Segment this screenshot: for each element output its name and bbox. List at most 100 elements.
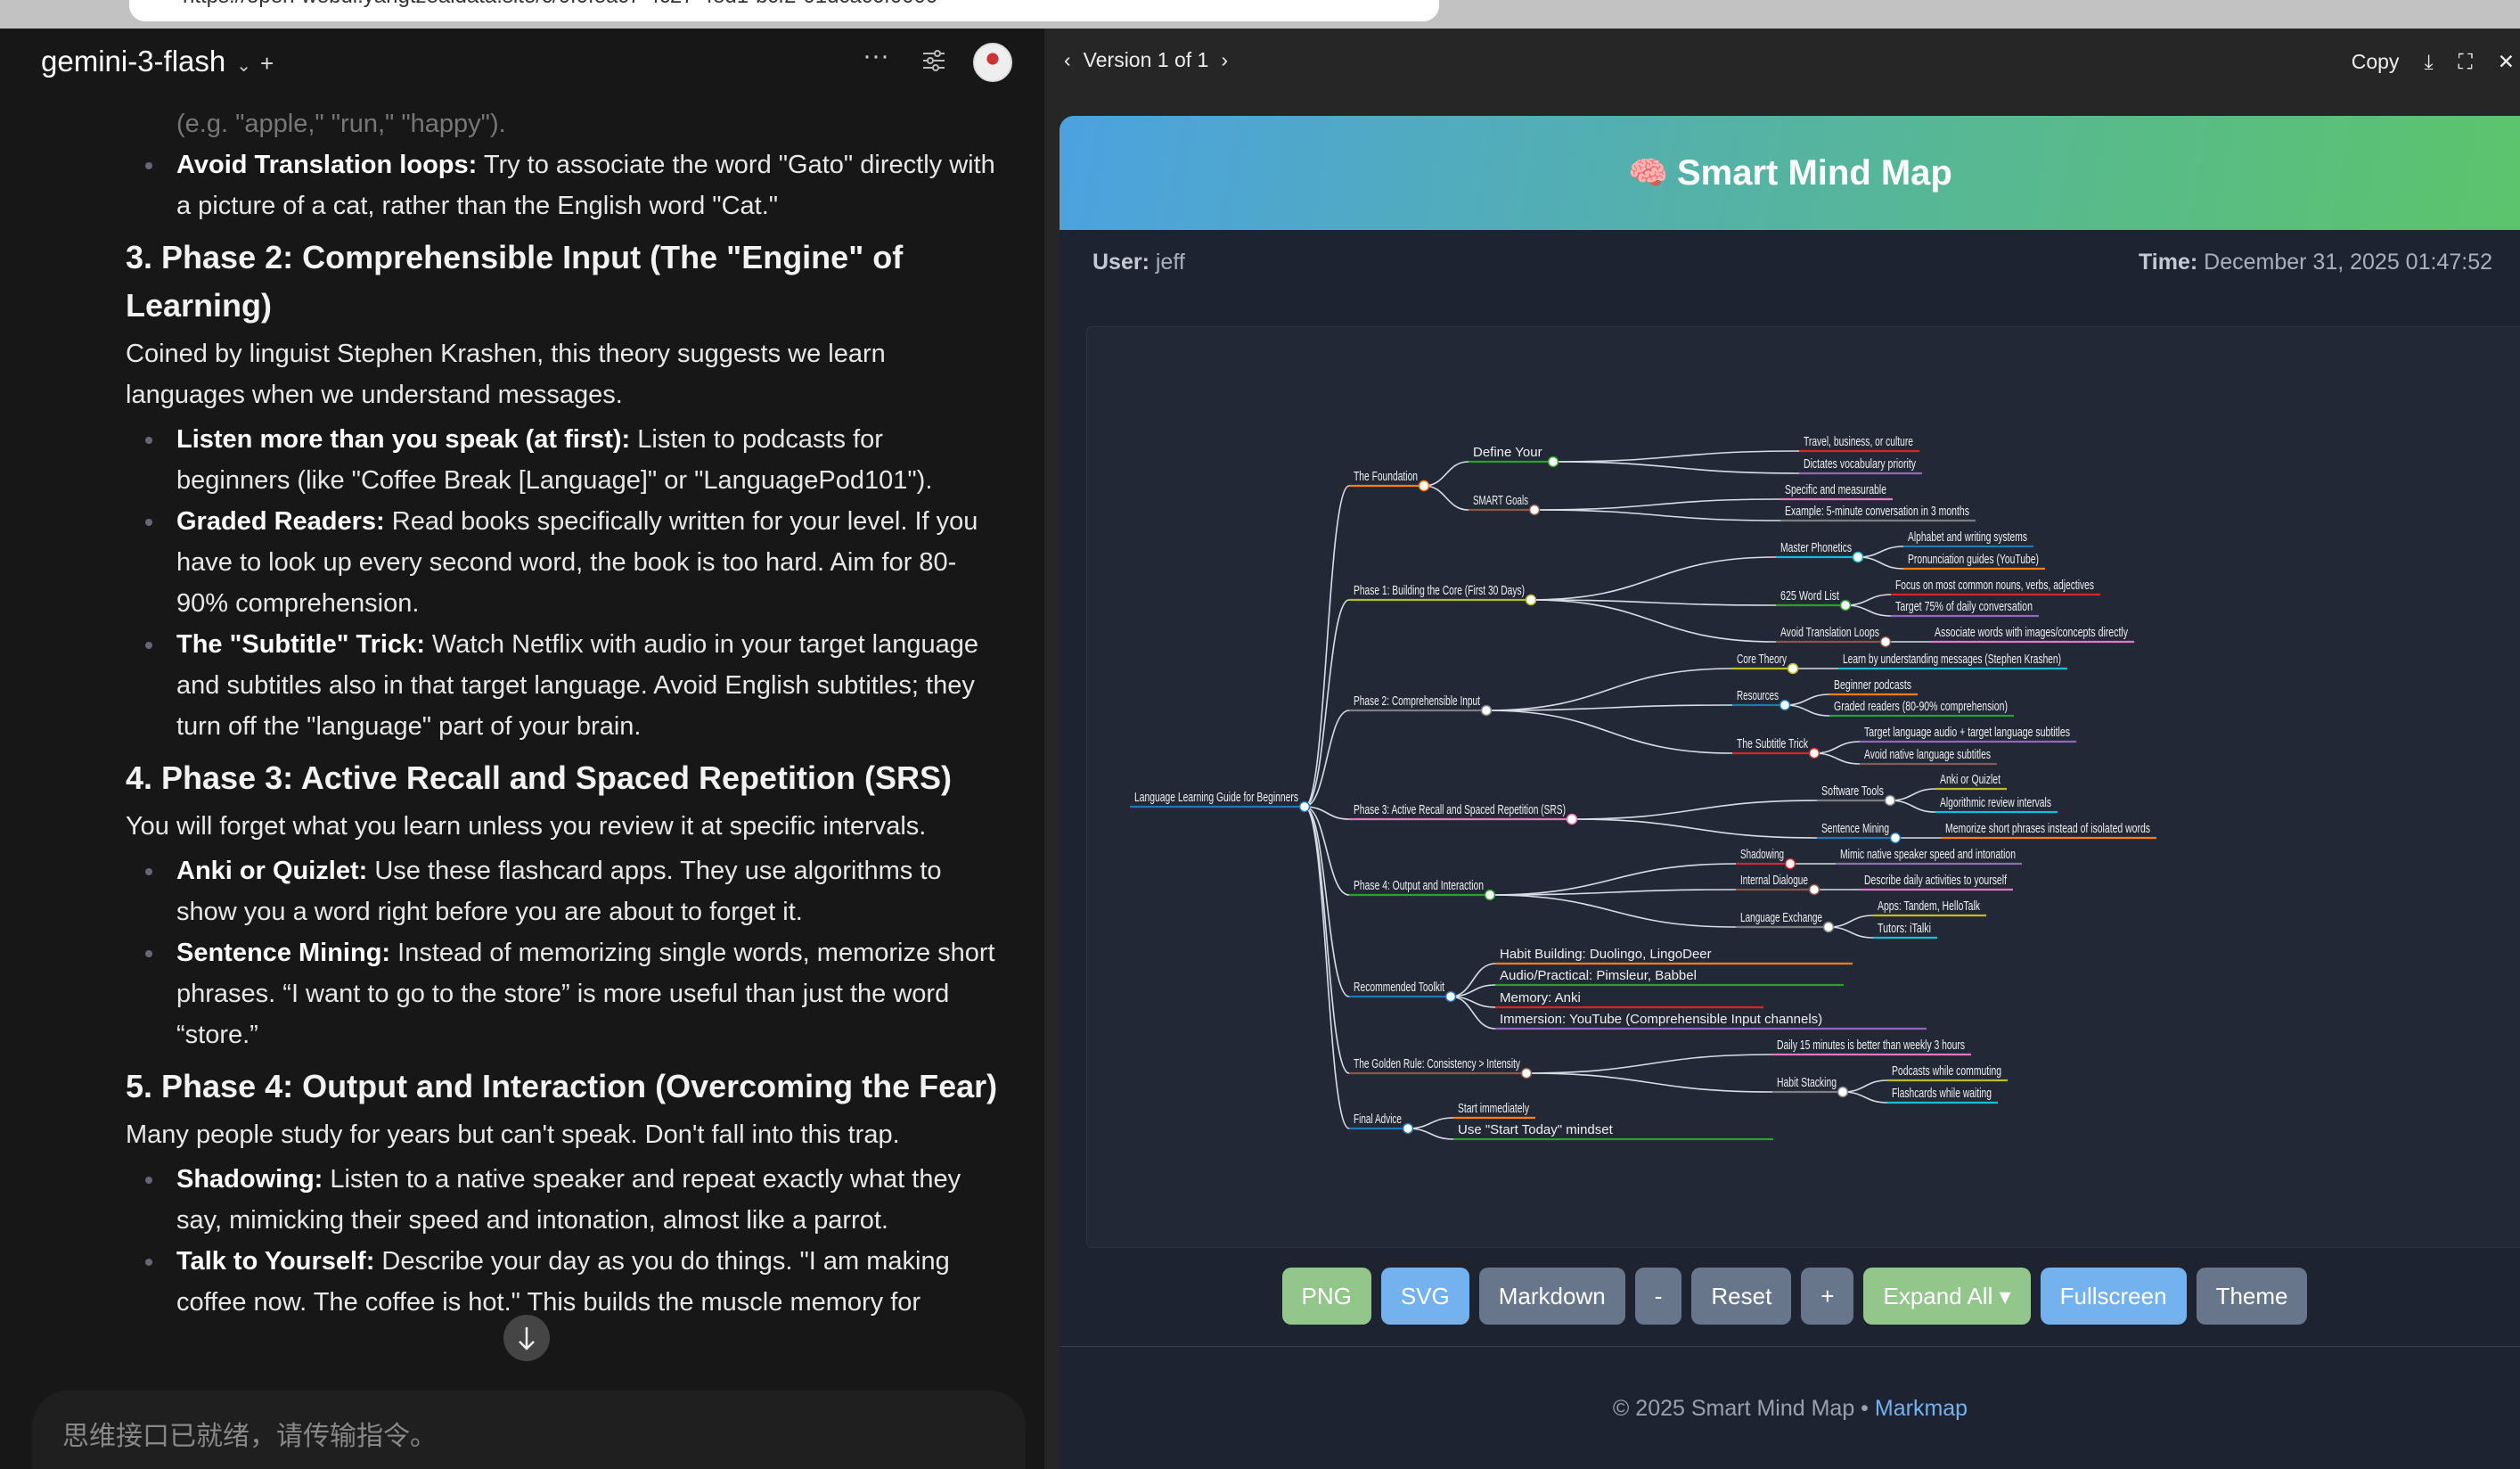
mindmap-node-label[interactable]: Specific and measurable [1785, 482, 1886, 497]
mindmap-collapse-toggle[interactable] [1879, 636, 1892, 648]
mindmap-collapse-toggle[interactable] [1779, 699, 1791, 711]
mindmap-node-label[interactable]: Associate words with images/concepts dir… [1935, 625, 2128, 640]
mindmap-node-label[interactable]: Memorize short phrases instead of isolat… [1945, 821, 2150, 836]
mindmap-node-label[interactable]: Software Tools [1821, 784, 1884, 799]
mindmap-node-label[interactable]: Use "Start Today" mindset [1458, 1122, 1614, 1137]
mindmap-node-label[interactable]: Resources [1737, 688, 1779, 703]
mindmap-collapse-toggle[interactable] [1787, 662, 1799, 675]
mindmap-collapse-toggle[interactable] [1837, 1086, 1849, 1098]
mindmap-canvas[interactable]: Language Learning Guide for Beginners The… [1086, 326, 2520, 1248]
mindmap-collapse-toggle[interactable] [1525, 594, 1537, 606]
mindmap-collapse-toggle[interactable] [1784, 858, 1796, 870]
mindmap-node-label[interactable]: Apps: Tandem, HelloTalk [1878, 899, 1980, 914]
mindmap-node-label[interactable]: Start immediately [1458, 1101, 1529, 1116]
mindmap-svg[interactable]: Language Learning Guide for Beginners The… [1087, 327, 2520, 1249]
chat-scroll-area[interactable]: (e.g. "apple," "run," "happy"). Avoid Tr… [0, 103, 1043, 1387]
mindmap-node-label[interactable]: Language Learning Guide for Beginners [1134, 790, 1298, 805]
settings-sliders-icon[interactable] [921, 48, 946, 73]
markdown-button[interactable]: Markdown [1478, 1268, 1625, 1325]
mindmap-node-label[interactable]: Anki or Quizlet [1940, 772, 2001, 787]
mindmap-node-label[interactable]: Phase 3: Active Recall and Spaced Repeti… [1354, 802, 1566, 817]
mindmap-collapse-toggle[interactable] [1480, 704, 1493, 717]
markmap-link[interactable]: Markmap [1874, 1396, 1968, 1421]
mindmap-node-label[interactable]: Phase 4: Output and Interaction [1354, 878, 1484, 893]
mindmap-node-label[interactable]: The Subtitle Trick [1737, 736, 1808, 751]
mindmap-node-label[interactable]: Learn by understanding messages (Stephen… [1843, 652, 2061, 667]
mindmap-node-label[interactable]: The Foundation [1354, 469, 1418, 484]
mindmap-node-label[interactable]: Habit Stacking [1777, 1075, 1837, 1090]
mindmap-node-label[interactable]: Internal Dialogue [1740, 873, 1808, 888]
chat-input[interactable] [62, 1414, 989, 1458]
mindmap-node-label[interactable]: Sentence Mining [1821, 821, 1889, 836]
mindmap-collapse-toggle[interactable] [1520, 1067, 1533, 1079]
mindmap-node-label[interactable]: Algorithmic review intervals [1940, 795, 2051, 810]
mindmap-node-label[interactable]: Tutors: iTalki [1878, 921, 1931, 936]
more-icon[interactable]: ··· [863, 41, 889, 70]
mindmap-node-label[interactable]: Avoid native language subtitles [1864, 747, 1991, 762]
png-button[interactable]: PNG [1281, 1268, 1371, 1325]
mindmap-collapse-toggle[interactable] [1884, 794, 1896, 807]
reset-button[interactable]: Reset [1691, 1268, 1792, 1325]
expandall-button[interactable]: Expand All ▾ [1863, 1268, 2031, 1325]
download-icon[interactable]: ⤓ [2424, 50, 2434, 73]
mindmap-node-label[interactable]: Flashcards while waiting [1892, 1086, 1992, 1101]
theme-button[interactable]: Theme [2196, 1268, 2308, 1325]
expand-icon[interactable]: ⛶ [2458, 50, 2473, 73]
mindmap-node-label[interactable]: Travel, business, or culture [1804, 434, 1913, 449]
mindmap-node-label[interactable]: Recommended Toolkit [1354, 980, 1445, 995]
mindmap-node-label[interactable]: Example: 5-minute conversation in 3 mont… [1785, 504, 1969, 519]
mindmap-node-label[interactable]: Dictates vocabulary priority [1804, 456, 1916, 472]
mindmap-node-label[interactable]: Immersion: YouTube (Comprehensible Input… [1500, 1012, 1822, 1027]
mindmap-node-label[interactable]: 625 Word List [1780, 588, 1840, 603]
mindmap-collapse-toggle[interactable] [1566, 813, 1578, 825]
avatar[interactable] [973, 43, 1012, 82]
mindmap-node-label[interactable]: Memory: Anki [1500, 990, 1581, 1005]
mindmap-collapse-toggle[interactable] [1889, 832, 1902, 844]
fullscreen-button[interactable]: Fullscreen [2040, 1268, 2187, 1325]
mindmap-collapse-toggle[interactable] [1444, 990, 1457, 1003]
mindmap-node-label[interactable]: Target language audio + target language … [1864, 725, 2070, 740]
mindmap-node-label[interactable]: Final Advice [1354, 1112, 1402, 1127]
mindmap-node-label[interactable]: Describe daily activities to yourself [1864, 873, 2008, 888]
mindmap-collapse-toggle[interactable] [1808, 883, 1820, 896]
mindmap-node-label[interactable]: Graded readers (80-90% comprehension) [1834, 699, 2008, 714]
mindmap-node-label[interactable]: Shadowing [1740, 847, 1784, 862]
mindmap-node-label[interactable]: Mimic native speaker speed and intonatio… [1840, 847, 2016, 862]
mindmap-collapse-toggle[interactable] [1402, 1122, 1414, 1135]
mindmap-node-label[interactable]: Avoid Translation Loops [1780, 625, 1879, 640]
mindmap-node-label[interactable]: Pronunciation guides (YouTube) [1908, 552, 2039, 567]
mindmap-collapse-toggle[interactable] [1547, 455, 1559, 468]
mindmap-node-label[interactable]: Alphabet and writing systems [1908, 529, 2027, 545]
mindmap-node-label[interactable]: Focus on most common nouns, verbs, adjec… [1895, 578, 2094, 593]
mindmap-node-label[interactable]: The Golden Rule: Consistency > Intensity [1354, 1056, 1520, 1071]
mindmap-node-label[interactable]: Master Phonetics [1780, 540, 1852, 555]
mindmap-node-label[interactable]: SMART Goals [1473, 493, 1528, 508]
chevron-left-icon[interactable]: ‹ [1064, 48, 1071, 71]
mindmap-collapse-toggle[interactable] [1418, 480, 1430, 492]
add-model-icon[interactable]: + [260, 50, 274, 77]
mindmap-node-label[interactable]: Define Your [1473, 445, 1542, 460]
zoom-in-button[interactable]: + [1801, 1268, 1854, 1325]
mindmap-node-label[interactable]: Phase 2: Comprehensible Input [1354, 693, 1481, 709]
mindmap-node-label[interactable]: Core Theory [1737, 652, 1787, 667]
mindmap-node-label[interactable]: Daily 15 minutes is better than weekly 3… [1777, 1038, 1965, 1053]
mindmap-collapse-toggle[interactable] [1528, 504, 1541, 516]
mindmap-collapse-toggle[interactable] [1298, 800, 1311, 813]
close-icon[interactable]: ✕ [2497, 50, 2515, 73]
mindmap-node-label[interactable]: Audio/Practical: Pimsleur, Babbel [1500, 968, 1697, 983]
model-selector[interactable]: gemini-3-flash ⌄ + [41, 45, 274, 78]
mindmap-node-label[interactable]: Phase 1: Building the Core (First 30 Day… [1354, 583, 1525, 598]
svg-button[interactable]: SVG [1380, 1268, 1469, 1325]
scroll-down-button[interactable] [503, 1315, 550, 1361]
mindmap-collapse-toggle[interactable] [1808, 747, 1820, 759]
mindmap-node-label[interactable]: Target 75% of daily conversation [1895, 599, 2033, 614]
mindmap-collapse-toggle[interactable] [1852, 551, 1864, 563]
zoom-out-button[interactable]: - [1634, 1268, 1682, 1325]
copy-button[interactable]: Copy [2351, 50, 2400, 73]
mindmap-node-label[interactable]: Language Exchange [1740, 910, 1822, 925]
chevron-right-icon[interactable]: › [1221, 48, 1228, 71]
mindmap-collapse-toggle[interactable] [1839, 599, 1852, 611]
mindmap-node-label[interactable]: Beginner podcasts [1834, 677, 1911, 693]
mindmap-collapse-toggle[interactable] [1822, 921, 1835, 933]
chevron-down-icon[interactable]: ⌄ [236, 56, 252, 76]
